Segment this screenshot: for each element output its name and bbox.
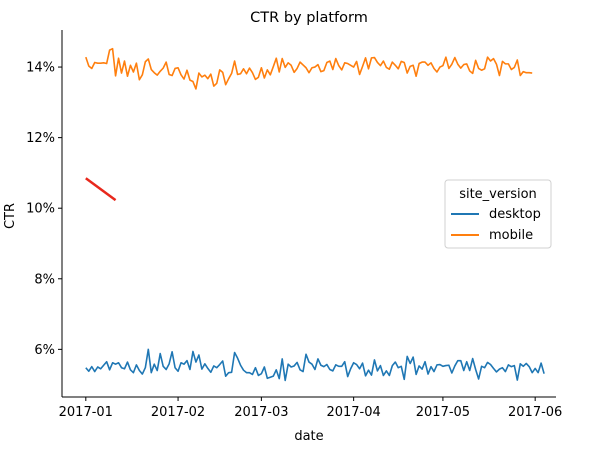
chart-title: CTR by platform [250, 10, 368, 26]
y-tick-label: 12% [26, 131, 55, 146]
series-line-mobile [85, 47, 533, 90]
legend-label-desktop: desktop [489, 207, 541, 222]
y-axis-label: CTR [3, 203, 18, 229]
x-tick-label: 2017-01 [59, 405, 113, 420]
axes: 6% 8% 10% 12% 14% 2017-01 2017-02 2017-03 2017-0… [26, 30, 562, 420]
x-tick-label: 2017-06 [508, 405, 562, 420]
x-tick-label: 2017-03 [234, 405, 288, 420]
y-tick-label: 8% [34, 272, 55, 287]
legend-box [444, 179, 552, 249]
x-tick-label: 2017-02 [151, 405, 205, 420]
x-axis-label: date [294, 429, 323, 444]
y-tick-label: 6% [34, 343, 55, 358]
x-tick-label: 2017-04 [326, 405, 380, 420]
series-line-2 [85, 177, 117, 202]
series-layer [85, 47, 545, 382]
x-tick-label: 2017-05 [416, 405, 470, 420]
y-tick-label: 10% [26, 202, 55, 217]
series-line-desktop [85, 348, 545, 382]
y-tick-label: 14% [26, 61, 55, 76]
legend-label-mobile: mobile [489, 228, 533, 243]
legend-title: site_version [459, 187, 537, 202]
